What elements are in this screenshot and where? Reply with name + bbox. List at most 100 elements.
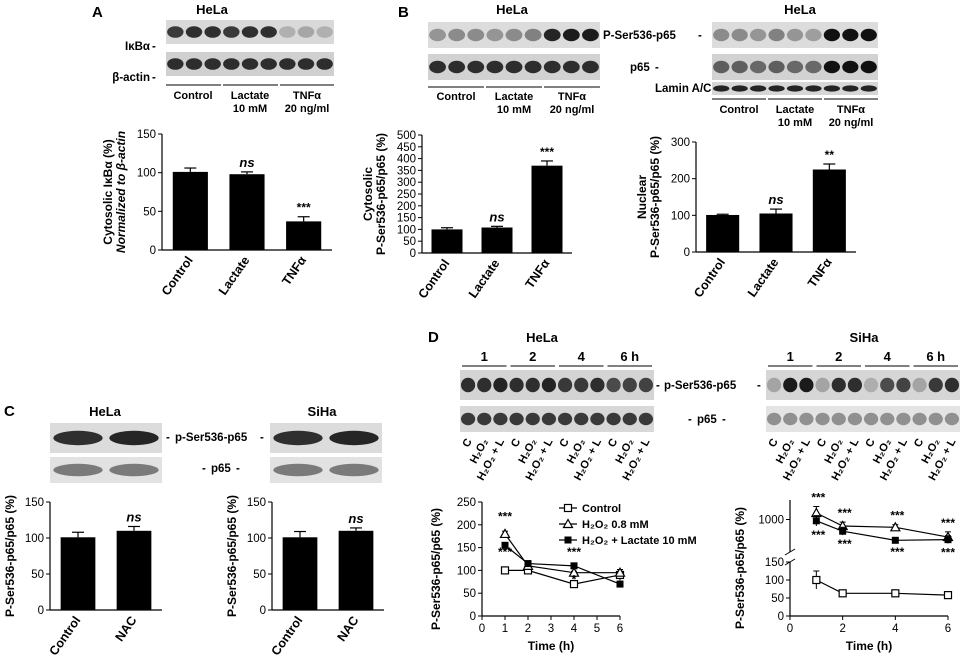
x-tick-label: 3 <box>548 623 554 635</box>
y-tick-label: 200 <box>457 520 476 532</box>
blot-band <box>731 28 748 42</box>
blot-band <box>557 377 573 393</box>
blot-band <box>562 28 580 42</box>
significance-label: *** <box>838 506 852 520</box>
blot-band <box>606 412 621 426</box>
y-tick-label: 0 <box>260 605 266 617</box>
marker-h2o2 <box>499 528 511 539</box>
blot-band <box>260 26 277 38</box>
blot-band <box>109 463 159 477</box>
blot-band <box>562 60 580 74</box>
y-tick-label: 100 <box>765 575 784 587</box>
blot-band <box>805 28 822 42</box>
category-label: Control <box>159 254 196 298</box>
marker-h2o2-lactate <box>524 560 532 568</box>
bands-p65-c-siha <box>273 463 379 477</box>
marker-control <box>563 503 573 513</box>
blot-band <box>766 412 782 426</box>
x-tick-label: 6 <box>617 623 623 635</box>
bands-p65-d-siha <box>766 412 960 426</box>
y-tick-label: 50 <box>253 569 266 581</box>
category-label: TNFα <box>279 253 309 287</box>
blot-dash: - <box>656 380 660 392</box>
bar <box>706 214 740 252</box>
category-label: NAC <box>112 614 139 644</box>
significance-label: ns <box>126 509 141 524</box>
blot-dash: - <box>152 41 156 53</box>
condition-control-b: Control <box>436 91 475 103</box>
legend-label: Control <box>582 503 621 515</box>
category-label: Control <box>691 256 728 300</box>
blot-band <box>713 60 730 74</box>
blot-dash: - <box>236 463 240 475</box>
blot-dash: - <box>698 30 702 42</box>
time-label: 2 <box>529 349 536 364</box>
blot-band <box>768 60 785 74</box>
blot-c <box>50 423 382 483</box>
blot-band <box>525 377 540 393</box>
panel-letter-d: D <box>428 329 439 346</box>
blot-band <box>525 412 540 426</box>
significance-label: *** <box>297 201 311 215</box>
y-axis-label: P-Ser536-p65/p65 (%) <box>225 495 239 617</box>
legend-label: H₂O₂ + Lactate 10 mM <box>582 535 697 547</box>
blot-band <box>329 463 379 477</box>
blot-band <box>185 26 203 38</box>
condition-lactate-dose-b: 10 mM <box>497 104 531 116</box>
blot-band <box>786 28 804 42</box>
condition-tnf-dose-b: 20 ng/ml <box>550 104 595 116</box>
x-tick-label: 0 <box>787 623 793 635</box>
blot-band <box>557 412 573 426</box>
blot-band <box>505 60 523 74</box>
blot-band <box>590 412 605 426</box>
blot-band <box>815 377 830 393</box>
bands-ikba <box>167 26 333 38</box>
time-label: 6 h <box>620 349 639 364</box>
blot-band <box>799 412 814 426</box>
blot-band <box>467 28 485 42</box>
condition-tnf-a: TNFα <box>293 90 321 102</box>
condition-lactate-a: Lactate <box>231 90 270 102</box>
blot-band <box>541 377 557 393</box>
blot-band <box>847 412 863 426</box>
blot-band <box>860 85 877 92</box>
significance-label: *** <box>498 509 512 523</box>
blot-band <box>467 60 485 74</box>
marker-h2o2 <box>889 521 901 532</box>
blot-band <box>486 28 504 42</box>
blot-band <box>53 430 103 446</box>
y-tick-label: 500 <box>397 130 416 142</box>
blot-strip-pser-d-siha <box>766 370 960 400</box>
y-tick-label: 50 <box>403 236 416 248</box>
cell-line-label-b-cyto: HeLa <box>496 2 529 17</box>
y-tick-label: 150 <box>765 557 784 569</box>
bands-pser-cyto <box>429 28 599 42</box>
blot-band <box>223 26 240 38</box>
legend-label: H₂O₂ 0.8 mM <box>582 519 649 531</box>
blot-band <box>786 60 804 74</box>
bands-pser-c-hela <box>53 430 159 446</box>
chart-c-siha: 0 50 100 150 Control ns NAC P-Ser536-p65/p65 (%… <box>225 495 384 658</box>
bands-lamin <box>713 85 877 92</box>
bands-p65-cyto <box>429 60 599 74</box>
y-axis-label-secondary: Normalized to β-actin <box>114 131 128 253</box>
blot-label-p65-b: p65 <box>630 62 650 74</box>
time-label: 4 <box>578 349 586 364</box>
blot-band <box>713 85 730 92</box>
significance-label: ns <box>239 155 254 170</box>
y-tick-label: 0 <box>38 605 44 617</box>
y-tick-label: 300 <box>397 177 416 189</box>
condition-control-b-nuc: Control <box>719 104 758 116</box>
y-tick-label: 0 <box>410 248 416 260</box>
cell-line-label-c-siha: SiHa <box>308 404 338 419</box>
blot-label-actin: β-actin <box>112 72 150 84</box>
blot-band <box>880 377 895 393</box>
blot-band <box>574 412 589 426</box>
blot-band <box>297 58 315 70</box>
panel-letter-a: A <box>92 4 103 21</box>
y-tick-label: 250 <box>457 497 476 509</box>
y-tick-label: 450 <box>397 142 416 154</box>
condition-tnf-dose-a: 20 ng/ml <box>285 103 330 115</box>
chart-d-siha-timecourse: 1000 0 50 100 150 0 2 4 6 Time (h) P-Ser536-p65/p6… <box>733 491 955 654</box>
lane-label: C <box>863 437 877 450</box>
